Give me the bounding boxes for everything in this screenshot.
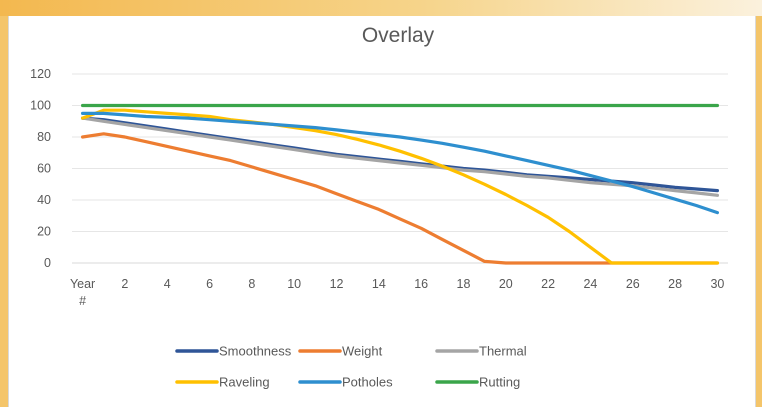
gridlines [72,73,728,264]
series-line-smoothness [80,116,720,193]
legend-label-thermal: Thermal [479,344,527,359]
x-tick-label: 10 [287,277,301,291]
x-tick-label: 22 [541,277,555,291]
legend-label-weight: Weight [342,344,383,359]
chart-card: Overlay 0 20 40 60 80 100 120 Year #2 4 6 8 10 12 14 1… [8,16,756,407]
x-tick-label: 14 [372,277,386,291]
x-tick-label: 16 [414,277,428,291]
x-tick-label: 24 [583,277,597,291]
y-tick-label: 40 [37,193,51,207]
x-tick-label: 8 [248,277,255,291]
x-axis-ticks: Year #2 4 6 8 10 12 14 16 18 20 22 24 26 28 30 [70,277,724,308]
series-line-raveling [80,108,720,265]
x-tick-label: 12 [330,277,344,291]
series-line-thermal [80,116,720,197]
series-line-weight [80,132,720,265]
y-axis-ticks: 0 20 40 60 80 100 120 [30,67,51,270]
legend-label-potholes: Potholes [342,375,393,390]
legend-label-rutting: Rutting [479,375,520,390]
x-tick-label: 2 [121,277,128,291]
x-tick-label: 18 [457,277,471,291]
x-tick-label: 4 [164,277,171,291]
x-tick-label: Year # [70,277,95,308]
y-tick-label: 100 [30,99,51,113]
x-tick-label: 20 [499,277,513,291]
legend-label-raveling: Raveling [219,375,270,390]
x-tick-label: 28 [668,277,682,291]
chart-title: Overlay [362,24,435,47]
y-tick-label: 80 [37,130,51,144]
x-tick-label: 26 [626,277,640,291]
y-tick-label: 120 [30,67,51,81]
y-tick-label: 0 [44,256,51,270]
x-tick-label: 6 [206,277,213,291]
legend-label-smoothness: Smoothness [219,344,292,359]
legend: Smoothness Weight Thermal Raveling Potholes R… [175,344,527,390]
x-tick-label: 30 [710,277,724,291]
series-line-potholes [80,111,720,215]
top-accent-bar [0,0,762,16]
y-tick-label: 60 [37,162,51,176]
y-tick-label: 20 [37,225,51,239]
series-lines [80,103,720,265]
